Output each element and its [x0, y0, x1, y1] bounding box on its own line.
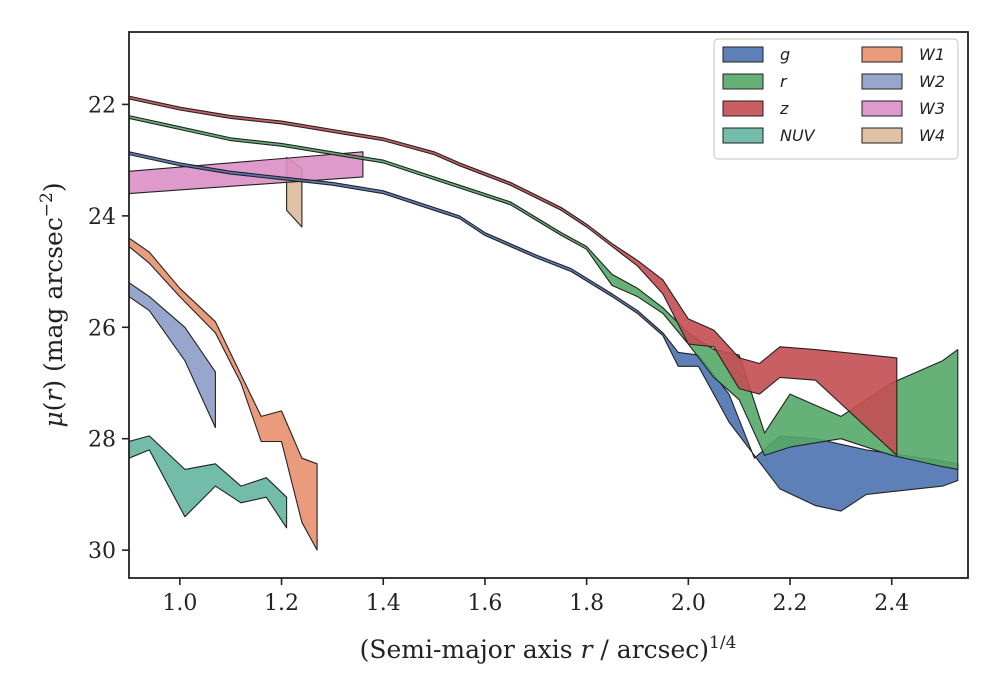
y-tick-label: 22 — [88, 93, 116, 118]
legend-swatch-z — [722, 100, 764, 117]
band-nuv — [129, 435, 288, 529]
legend-swatch-w1 — [861, 46, 903, 63]
legend: grz NUV W1 W2 W3 W4 — [713, 38, 959, 160]
legend-label-w4: W4 — [919, 126, 945, 145]
x-tick-label: 1.4 — [366, 591, 401, 616]
y-tick-label: 28 — [88, 428, 116, 453]
x-axis-label: (Semi-major axis r / arcsec)1/4 — [360, 633, 737, 664]
x-tick-label: 1.8 — [569, 591, 604, 616]
legend-label-w3: W3 — [919, 99, 945, 118]
legend-swatch-r — [722, 73, 764, 90]
band-g — [129, 151, 959, 512]
legend-swatch-g — [722, 46, 764, 63]
legend-label-nuv: NUV — [780, 126, 816, 145]
y-tick-label: 30 — [88, 539, 116, 564]
band-w2 — [129, 282, 216, 429]
x-tick-label: 1.0 — [162, 591, 197, 616]
x-tick-label: 2.2 — [773, 591, 808, 616]
legend-label-r: r — [780, 72, 788, 91]
legend-swatch-w2 — [861, 73, 903, 90]
legend-swatch-w3 — [861, 100, 903, 117]
data-bands — [129, 95, 959, 551]
y-tick-label: 24 — [88, 205, 116, 230]
y-axis: 22 24 26 28 30 — [88, 93, 129, 564]
x-axis: 1.0 1.2 1.4 1.6 1.8 2.0 2.2 2.4 — [162, 578, 909, 616]
x-tick-label: 1.2 — [264, 591, 299, 616]
legend-swatch-nuv — [722, 127, 764, 144]
legend-swatch-w4 — [861, 127, 903, 144]
x-tick-label: 2.0 — [671, 591, 706, 616]
legend-label-z: z — [779, 99, 789, 118]
x-tick-label: 1.6 — [467, 591, 502, 616]
legend-label-w2: W2 — [919, 72, 945, 91]
band-z — [129, 95, 898, 456]
legend-label-g: g — [780, 45, 790, 64]
x-tick-label: 2.4 — [874, 591, 909, 616]
y-tick-label: 26 — [88, 316, 116, 341]
y-axis-label: μ(r) (mag arcsec−2) — [37, 182, 68, 427]
band-w1 — [129, 237, 318, 551]
legend-label-w1: W1 — [919, 45, 945, 64]
plot-frame — [128, 31, 969, 579]
